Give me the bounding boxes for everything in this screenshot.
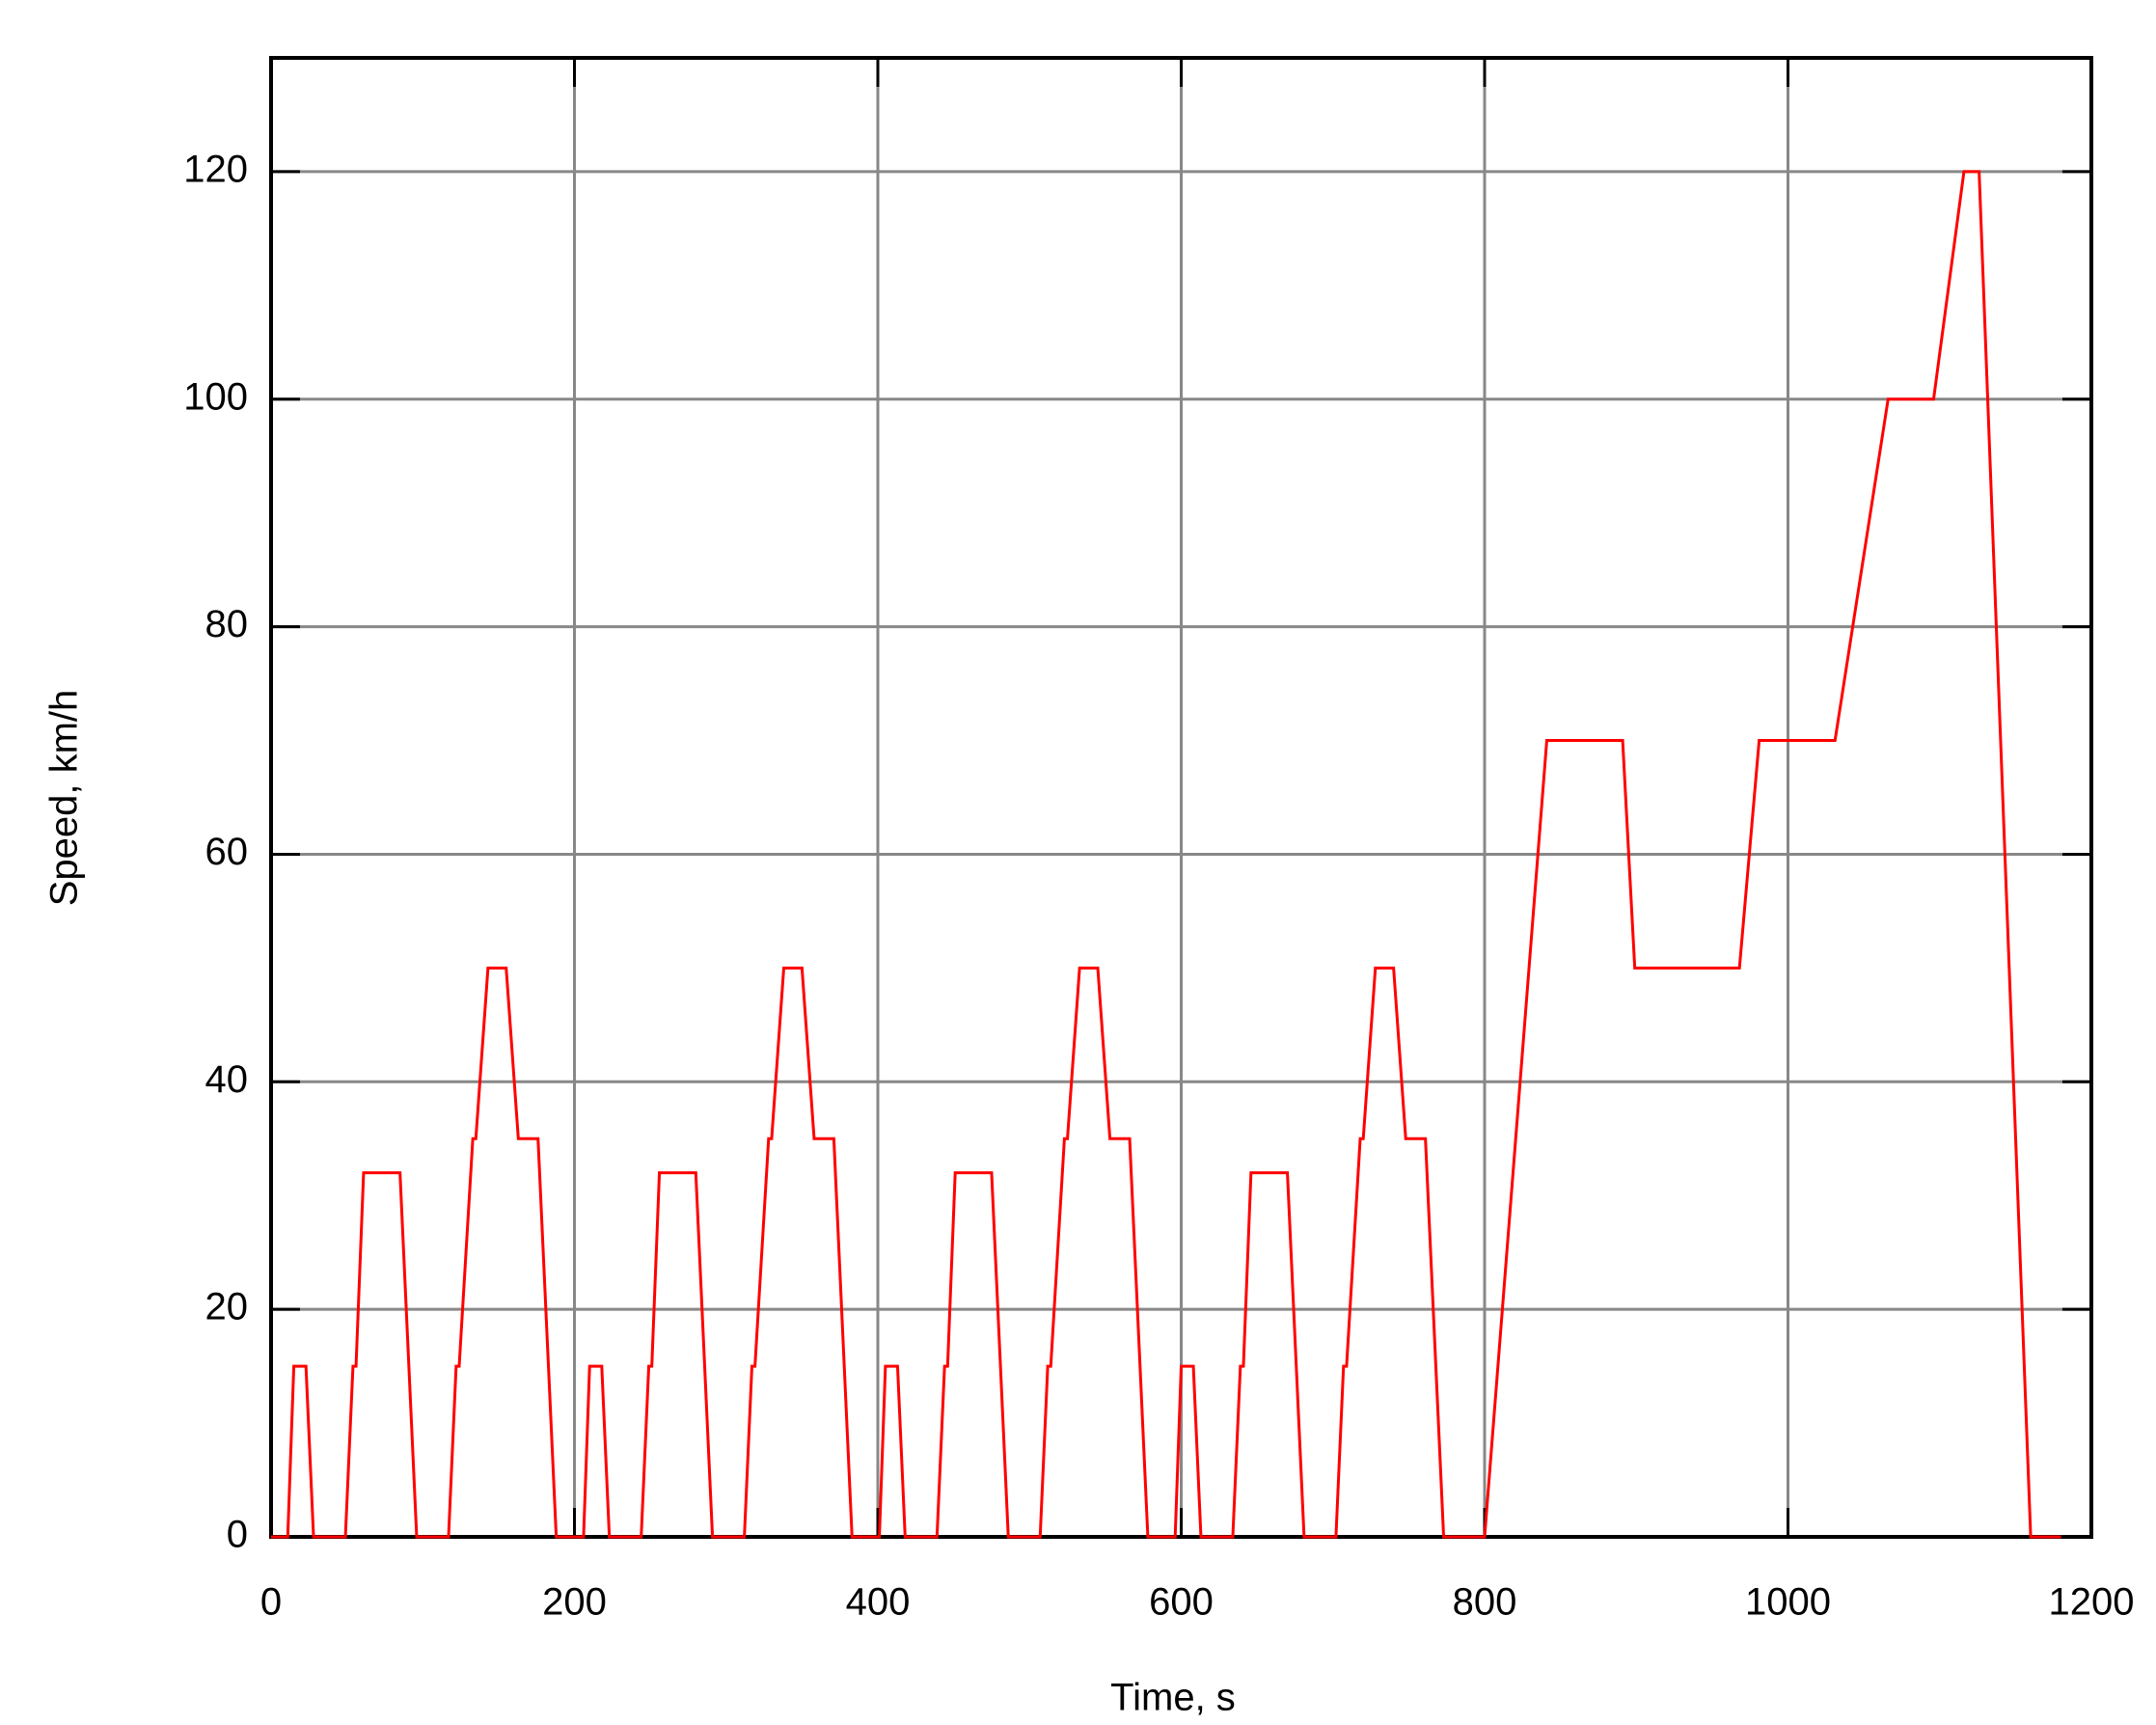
y-tick-label: 100 [183, 375, 248, 418]
x-tick-label: 400 [846, 1581, 911, 1624]
x-tick-label: 200 [542, 1581, 607, 1624]
plot-frame [269, 56, 2093, 1539]
data-line [271, 170, 2061, 1539]
x-tick-label: 1000 [1745, 1581, 1831, 1624]
y-tick-label: 80 [205, 603, 249, 645]
y-tick-label: 60 [205, 831, 249, 873]
y-tick-label: 120 [183, 148, 248, 190]
y-tick-label: 0 [227, 1514, 248, 1556]
x-tick-label: 600 [1149, 1581, 1214, 1624]
y-axis-label: Speed, km/h [43, 690, 86, 907]
x-tick-label: 1200 [2049, 1581, 2135, 1624]
y-tick-label: 40 [205, 1058, 249, 1101]
x-axis-label: Time, s [1110, 1677, 1236, 1719]
y-tick-label: 20 [205, 1286, 249, 1328]
x-tick-label: 0 [260, 1581, 282, 1624]
x-tick-label: 800 [1453, 1581, 1517, 1624]
